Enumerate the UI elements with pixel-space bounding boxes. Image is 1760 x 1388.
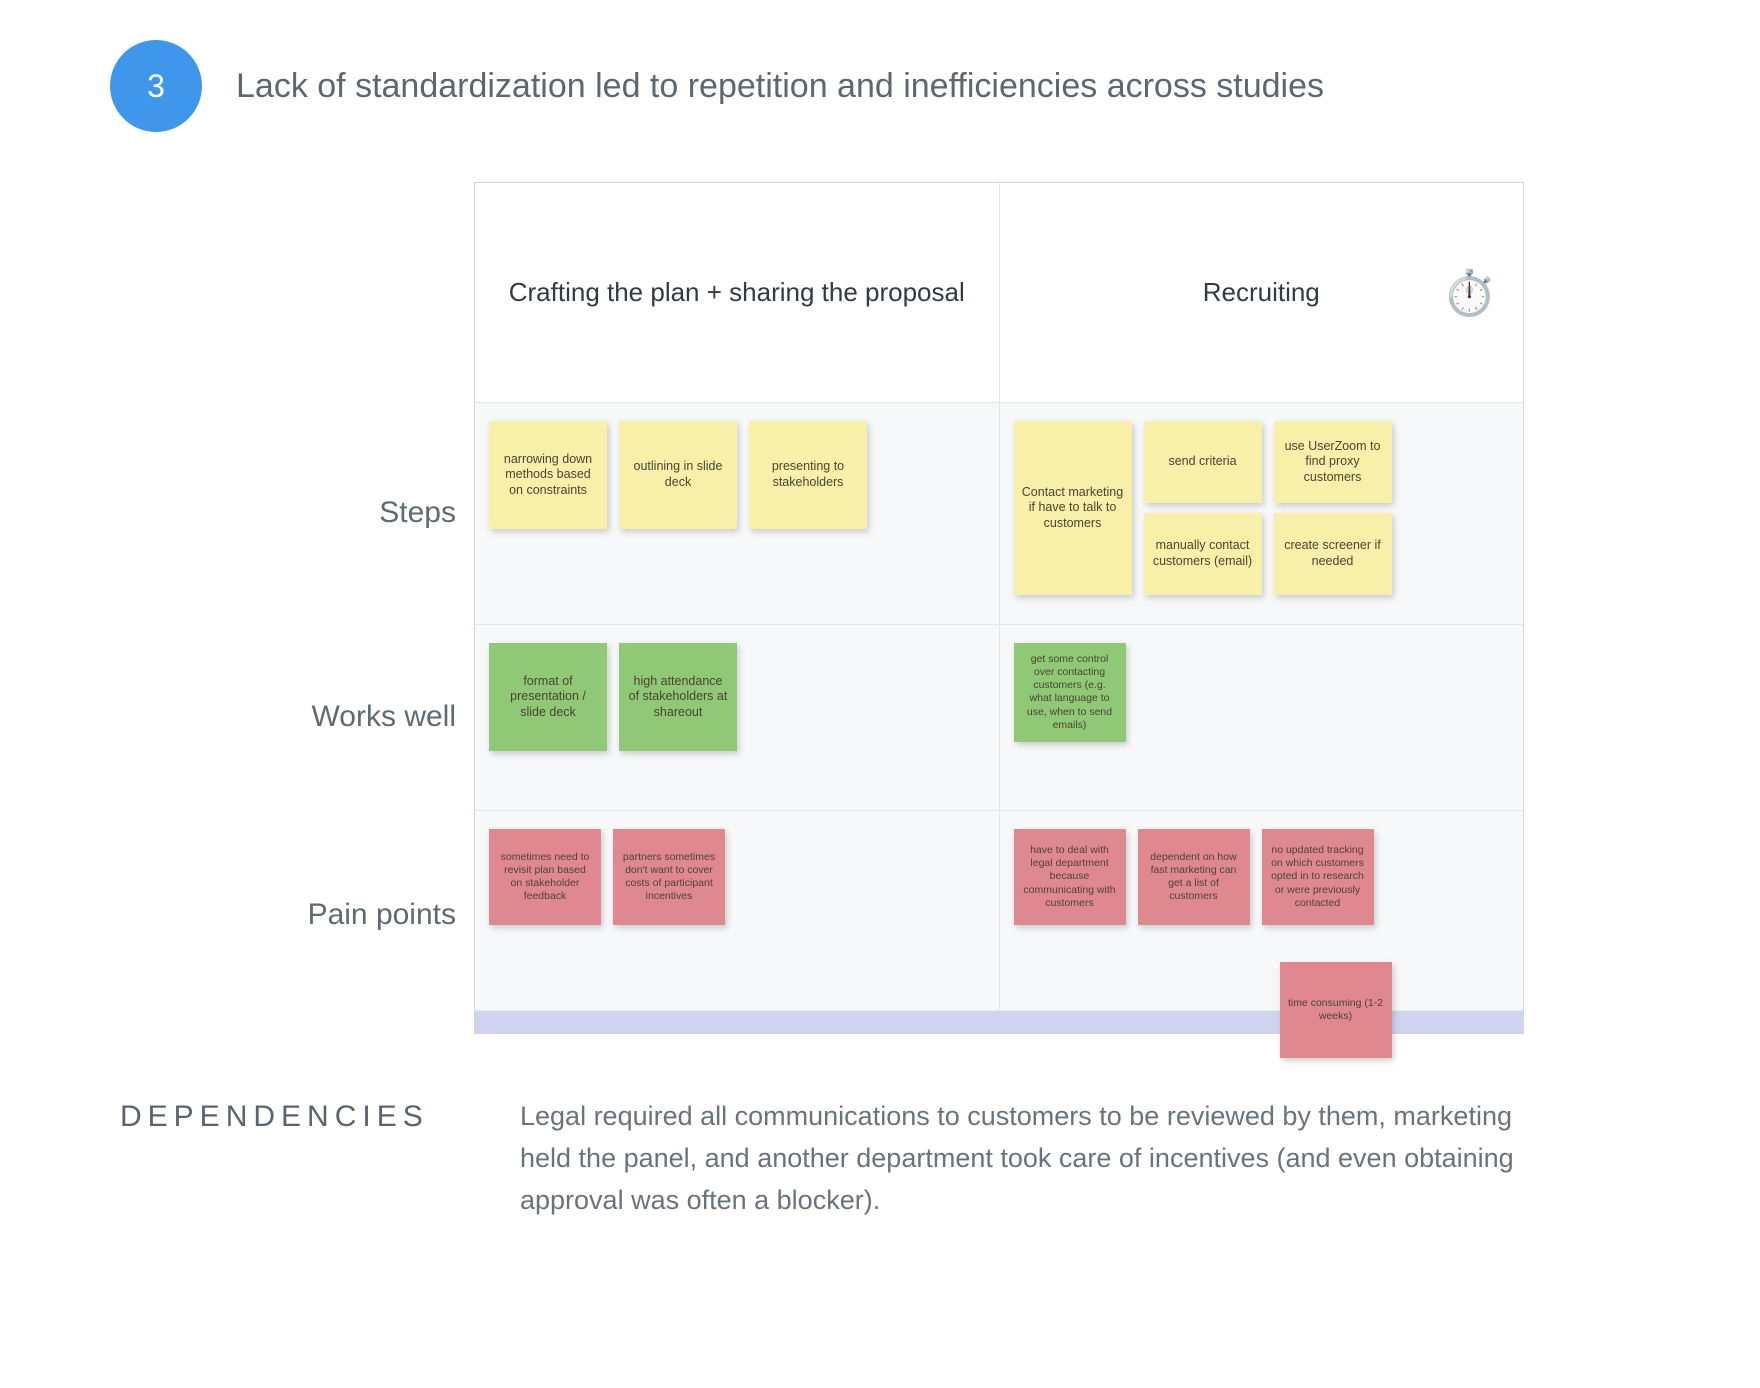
cell-workswell-recruiting: get some control over contacting custome…	[1000, 625, 1524, 810]
sticky-note: get some control over contacting custome…	[1014, 643, 1126, 742]
sticky-note: create screener if needed	[1274, 513, 1392, 595]
sticky-note: presenting to stakeholders	[749, 421, 867, 529]
header: 3 Lack of standardization led to repetit…	[110, 40, 1650, 132]
row-pain-points: sometimes need to revisit plan based on …	[475, 811, 1523, 1011]
row-label-pain-points: Pain points	[236, 810, 456, 1020]
row-works-well: format of presentation / slide deck high…	[475, 625, 1523, 811]
sticky-note: no updated tracking on which customers o…	[1262, 829, 1374, 925]
dependencies-label: DEPENDENCIES	[120, 1096, 480, 1222]
column-title: Crafting the plan + sharing the proposal	[509, 277, 965, 308]
dependencies-section: DEPENDENCIES Legal required all communic…	[110, 1096, 1650, 1222]
row-steps: narrowing down methods based on constrai…	[475, 403, 1523, 625]
cell-pain-recruiting: have to deal with legal department becau…	[1000, 811, 1524, 1010]
sticky-note: sometimes need to revisit plan based on …	[489, 829, 601, 925]
row-label-steps: Steps	[236, 402, 456, 624]
sticky-note: partners sometimes don't want to cover c…	[613, 829, 725, 925]
sticky-note: Contact marketing if have to talk to cus…	[1014, 421, 1132, 595]
sticky-note: dependent on how fast marketing can get …	[1138, 829, 1250, 925]
row-labels: Steps Works well Pain points	[236, 182, 456, 1034]
cell-steps-plan: narrowing down methods based on constrai…	[475, 403, 1000, 624]
cell-pain-plan: sometimes need to revisit plan based on …	[475, 811, 1000, 1010]
sticky-note: manually contact customers (email)	[1144, 513, 1262, 595]
cell-workswell-plan: format of presentation / slide deck high…	[475, 625, 1000, 810]
column-header-plan: Crafting the plan + sharing the proposal	[475, 183, 1000, 402]
sticky-note: format of presentation / slide deck	[489, 643, 607, 751]
column-header-recruiting: Recruiting ⏱️	[1000, 183, 1524, 402]
sticky-note: high attendance of stakeholders at share…	[619, 643, 737, 751]
dependencies-text: Legal required all communications to cus…	[520, 1096, 1540, 1222]
sticky-note-overflow: time consuming (1-2 weeks)	[1280, 962, 1392, 1058]
row-label-works-well: Works well	[236, 624, 456, 810]
stopwatch-icon: ⏱️	[1442, 267, 1497, 319]
note-stack: use UserZoom to find proxy customers cre…	[1274, 421, 1392, 595]
section-title: Lack of standardization led to repetitio…	[236, 64, 1324, 108]
note-stack: send criteria manually contact customers…	[1144, 421, 1262, 595]
sticky-note: use UserZoom to find proxy customers	[1274, 421, 1392, 503]
section-number-badge: 3	[110, 40, 202, 132]
column-title: Recruiting	[1203, 277, 1320, 308]
journey-board: Crafting the plan + sharing the proposal…	[474, 182, 1524, 1034]
sticky-note: outlining in slide deck	[619, 421, 737, 529]
sticky-note: send criteria	[1144, 421, 1262, 503]
journey-board-wrap: Steps Works well Pain points Crafting th…	[110, 182, 1650, 1034]
sticky-note: have to deal with legal department becau…	[1014, 829, 1126, 925]
column-headers: Crafting the plan + sharing the proposal…	[475, 183, 1523, 403]
sticky-note: narrowing down methods based on constrai…	[489, 421, 607, 529]
cell-steps-recruiting: Contact marketing if have to talk to cus…	[1000, 403, 1524, 624]
